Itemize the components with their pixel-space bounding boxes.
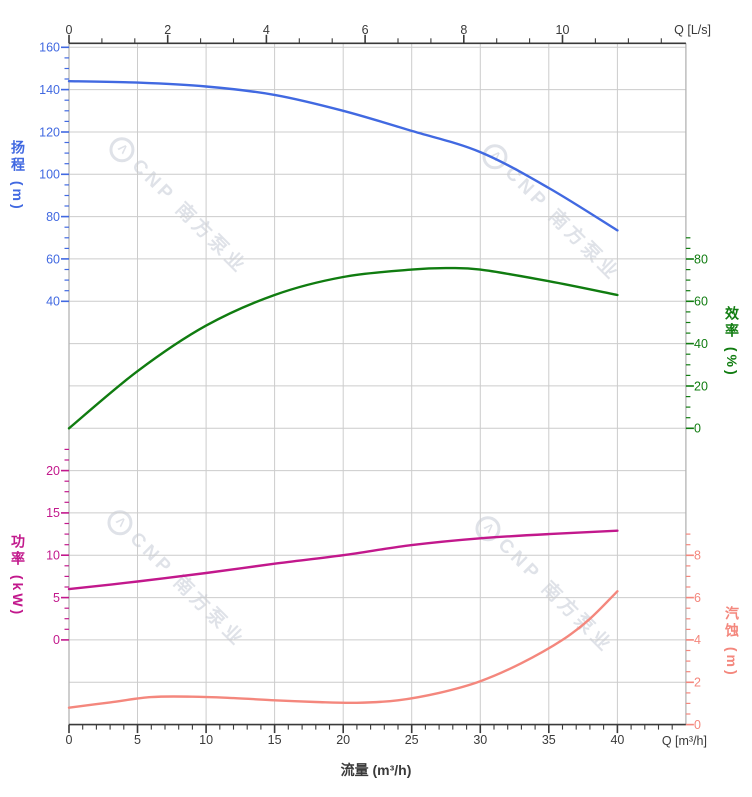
- head-axis-tick-label: 100: [39, 168, 60, 182]
- flow-axis-label: 流量 (m³/h): [340, 762, 412, 778]
- head-axis-tick-label: 140: [39, 83, 60, 97]
- bottom-axis-tick-label: 35: [542, 733, 556, 747]
- npsh-axis-tick-label: 2: [694, 676, 701, 690]
- power-axis-tick-label: 5: [53, 591, 60, 605]
- bottom-axis-unit-label: Q [m³/h]: [662, 734, 707, 748]
- npsh-curve: [67, 590, 619, 709]
- npsh-axis-tick-label: 4: [694, 633, 701, 647]
- top-axis-tick-label: 8: [460, 23, 467, 37]
- head-axis-tick-label: 60: [46, 252, 60, 266]
- bottom-axis-tick-label: 10: [199, 733, 213, 747]
- bottom-axis-tick-label: 40: [610, 733, 624, 747]
- efficiency-curve: [67, 266, 619, 430]
- efficiency-axis-tick-label: 40: [694, 337, 708, 351]
- bottom-axis-tick-label: 20: [336, 733, 350, 747]
- top-axis-tick-label: 2: [164, 23, 171, 37]
- top-axis-unit-label: Q [L/s]: [674, 23, 711, 37]
- npsh-axis-tick-label: 8: [694, 549, 701, 563]
- efficiency-axis-tick-label: 0: [694, 422, 701, 436]
- bottom-axis-tick-label: 15: [268, 733, 282, 747]
- head-axis-tick-label: 160: [39, 41, 60, 55]
- power-axis-title: 功率 (kW): [10, 534, 26, 618]
- power-axis-tick-label: 20: [46, 464, 60, 478]
- head-curve: [67, 80, 619, 232]
- power-axis-tick-label: 15: [46, 506, 60, 520]
- power-axis-tick-label: 10: [46, 549, 60, 563]
- top-axis-tick-label: 0: [66, 23, 73, 37]
- power-curve: [67, 529, 619, 591]
- npsh-axis-title: 汽蚀 (m): [724, 606, 740, 678]
- bottom-axis-tick-label: 0: [66, 733, 73, 747]
- top-axis-tick-label: 10: [556, 23, 570, 37]
- efficiency-axis-title: 效率 (%): [724, 306, 740, 378]
- efficiency-axis-tick-label: 60: [694, 295, 708, 309]
- head-axis-tick-label: 120: [39, 125, 60, 139]
- bottom-axis-tick-label: 5: [134, 733, 141, 747]
- npsh-axis-tick-label: 0: [694, 718, 701, 732]
- efficiency-axis-tick-label: 80: [694, 252, 708, 266]
- power-axis-tick-label: 0: [53, 633, 60, 647]
- head-axis-tick-label: 80: [46, 210, 60, 224]
- top-axis-tick-label: 4: [263, 23, 270, 37]
- bottom-axis-tick-label: 25: [405, 733, 419, 747]
- efficiency-axis-tick-label: 20: [694, 379, 708, 393]
- bottom-axis-tick-label: 30: [473, 733, 487, 747]
- npsh-axis-tick-label: 6: [694, 591, 701, 605]
- top-axis-tick-label: 6: [362, 23, 369, 37]
- head-axis-tick-label: 40: [46, 295, 60, 309]
- head-axis-title: 扬程 (m): [10, 140, 26, 212]
